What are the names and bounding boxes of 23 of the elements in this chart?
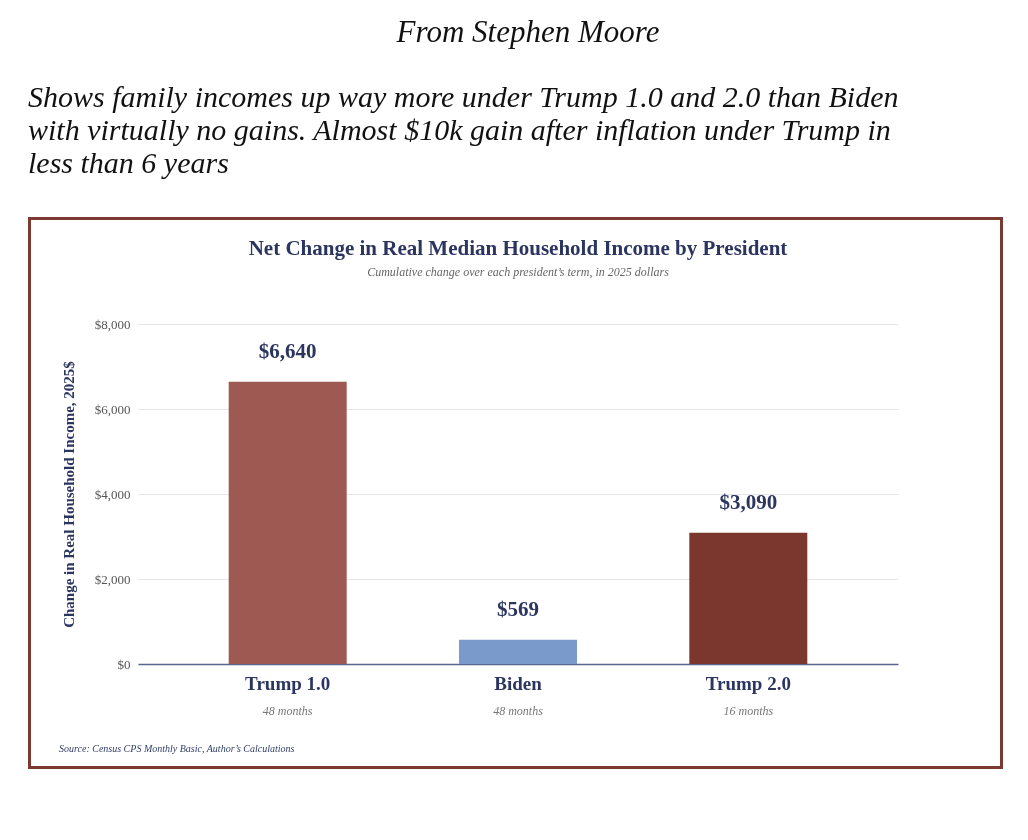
y-tick-label: $8,000 (94, 316, 131, 332)
text: Shows family incomes up way more under Trump 1.0 and 2.0 than Biden with virtually no gains. Almost $10k gain after inflation under Trump in less than 6 years (28, 80, 900, 179)
y-tick-label: $6,000 (94, 401, 131, 417)
chart-subtitle: Cumulative change over each president’s term, in 2025 dollars (367, 265, 670, 279)
bar (459, 639, 577, 664)
bar (689, 532, 808, 664)
data-label: $6,640 (258, 338, 317, 363)
source-note: Source: Census CPS Monthly Basic, Author’s Calculations (59, 743, 295, 754)
text: 48 months (493, 704, 544, 718)
chart-title: Net Change in Real Median Household Income by President (248, 236, 788, 260)
y-tick-label: $4,000 (94, 486, 131, 502)
data-label: $569 (497, 596, 539, 621)
y-tick-label: $0 (117, 656, 131, 672)
text: 16 months (723, 704, 774, 718)
x-tick-label: Biden (494, 672, 543, 694)
bar (228, 381, 347, 664)
x-tick-label: Trump 1.0 (245, 672, 331, 694)
data-label: $3,090 (719, 489, 778, 514)
y-axis-title: Change in Real Household Income, 2025$ (60, 360, 77, 628)
y-tick-label: $2,000 (94, 571, 131, 587)
x-tick-label: Trump 2.0 (705, 672, 791, 694)
text: 48 months (262, 704, 313, 718)
text: From Stephen Moore (395, 14, 661, 50)
